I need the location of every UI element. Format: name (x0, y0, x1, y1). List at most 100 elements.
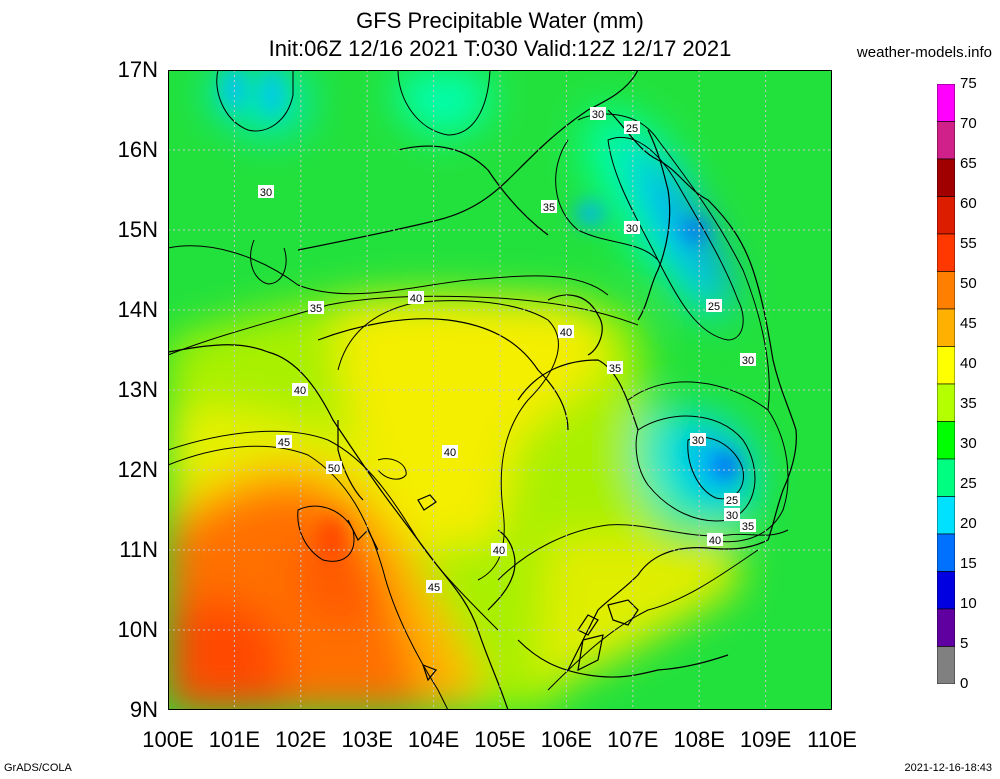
lat-label: 14N (117, 297, 158, 322)
lat-label: 12N (117, 457, 158, 482)
legend-swatch (937, 646, 955, 684)
lon-label: 109E (739, 727, 792, 752)
contour-label-bg (491, 543, 507, 556)
contour-label: 25 (726, 495, 738, 507)
contour-label-bg (724, 508, 740, 521)
lon-label: 107E (607, 727, 659, 752)
contour-label: 25 (626, 123, 638, 135)
legend-swatch (937, 271, 955, 310)
lat-label: 16N (117, 137, 158, 162)
lat-label: 11N (119, 537, 158, 562)
contour-label-bg (292, 383, 308, 396)
contour-label-bg (541, 200, 557, 213)
legend-label: 70 (960, 115, 977, 132)
legend-label: 45 (960, 315, 977, 332)
lon-label: 105E (474, 727, 526, 752)
contour-label: 30 (742, 355, 754, 367)
lat-label: 9N (129, 697, 158, 722)
contour-label-bg (326, 461, 342, 474)
footer-left: GrADS/COLA (4, 762, 72, 774)
legend-label: 20 (960, 515, 977, 532)
coastlines-borders (168, 70, 797, 710)
contour-labels: 30 25 30 35 30 35 40 40 25 30 35 40 30 45 50 40 25 30 35 40… (258, 107, 756, 594)
lon-label: 100E (142, 727, 194, 752)
map-plot: 30 25 30 35 30 35 40 40 25 30 35 40 30 45 50 40 25 30 35 40… (168, 70, 832, 710)
contour-label: 35 (609, 363, 621, 375)
contour-label-bg (442, 445, 458, 458)
contour-label-bg (624, 121, 640, 134)
contour-label: 30 (726, 510, 738, 522)
contour-label-bg (408, 291, 424, 304)
legend-swatch (937, 233, 955, 272)
contour-label-bg (624, 221, 640, 234)
contour-label: 40 (709, 535, 721, 547)
contour-label-bg (740, 353, 756, 366)
contour-label: 40 (294, 385, 306, 397)
legend-label: 35 (960, 395, 977, 412)
lon-label: 104E (407, 727, 460, 752)
legend-swatch (937, 84, 955, 122)
contour-label: 30 (260, 187, 272, 199)
legend-label: 75 (960, 75, 977, 92)
legend-label: 25 (960, 475, 977, 492)
legend-swatch (937, 196, 955, 235)
contour-label-bg (724, 493, 740, 506)
legend-label: 10 (960, 595, 977, 612)
legend-label: 60 (960, 195, 977, 212)
contour-label: 35 (742, 521, 754, 533)
legend-label: 50 (960, 275, 977, 292)
legend-swatch (937, 571, 955, 610)
lat-label: 13N (117, 377, 158, 402)
contour-label: 50 (328, 463, 340, 475)
contour-label-bg (276, 435, 292, 448)
contour-label: 40 (410, 293, 422, 305)
legend-swatch (937, 496, 955, 535)
legend-swatch (937, 121, 955, 160)
contour-label: 30 (692, 435, 704, 447)
contour-label: 35 (543, 202, 555, 214)
contour-label: 30 (592, 109, 604, 121)
legend-label: 55 (960, 235, 977, 252)
lon-label: 108E (673, 727, 725, 752)
contour-label: 30 (626, 223, 638, 235)
legend-swatch (937, 421, 955, 460)
contour-label: 45 (278, 437, 290, 449)
lon-label: 102E (275, 727, 327, 752)
legend-label: 15 (960, 555, 977, 572)
contour-label: 45 (428, 582, 440, 594)
contour-label-bg (258, 185, 274, 198)
contour-label-bg (706, 299, 722, 312)
contour-label-bg (607, 361, 623, 374)
site-label: weather-models.info (856, 44, 992, 61)
lat-label: 15N (117, 217, 158, 242)
contour-label: 25 (708, 301, 720, 313)
lon-label: 101E (208, 727, 261, 752)
legend-label: 0 (960, 675, 969, 692)
legend-swatch (937, 458, 955, 497)
map-title: GFS Precipitable Water (mm) (356, 8, 644, 33)
contour-label-bg (590, 107, 606, 120)
contour-label: 40 (493, 545, 505, 557)
precipitable-water-field (168, 70, 759, 710)
map-frame (168, 70, 832, 710)
contour-label: 40 (560, 327, 572, 339)
contour-lines (168, 70, 789, 710)
color-scale (937, 84, 955, 684)
lon-label: 106E (540, 727, 593, 752)
contour-label-bg (558, 325, 574, 338)
contour-label-bg (308, 301, 324, 314)
legend-swatch (937, 533, 955, 572)
lat-label: 17N (117, 57, 158, 82)
legend-swatch (937, 383, 955, 422)
legend-swatch (937, 346, 955, 385)
field-detail (224, 70, 736, 560)
graticule (168, 70, 832, 710)
contour-label-bg (690, 433, 706, 446)
legend-label: 30 (960, 435, 977, 452)
legend-swatch (937, 608, 955, 647)
contour-label-bg (740, 519, 756, 532)
map-canvas: 30 25 30 35 30 35 40 40 25 30 35 40 30 45 50 40 25 30 35 40… (168, 70, 832, 710)
legend-label: 65 (960, 155, 977, 172)
lat-label: 10N (117, 617, 158, 642)
lon-label: 110E (807, 727, 857, 752)
